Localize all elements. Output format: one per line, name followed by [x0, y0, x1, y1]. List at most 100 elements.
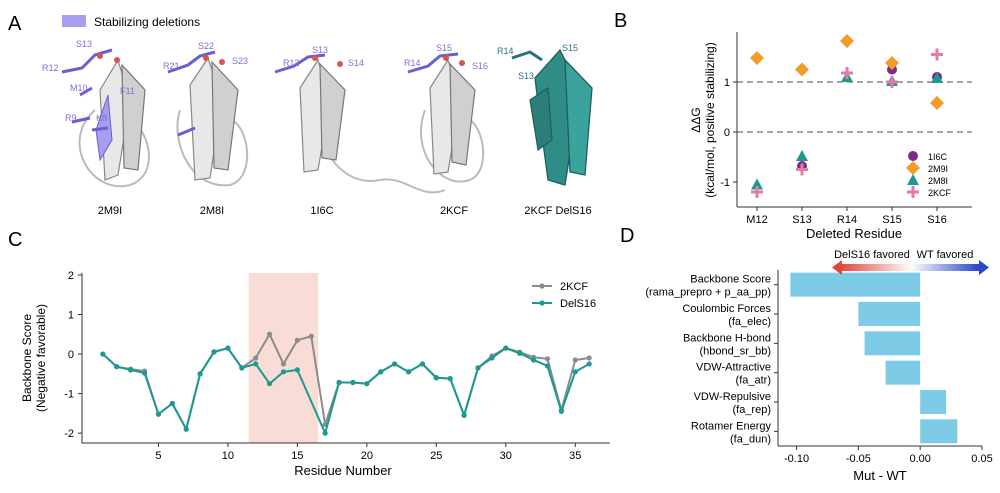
panel-label-b: B — [614, 10, 627, 32]
c-point-dels16 — [447, 375, 453, 382]
residue-label: S13 — [312, 45, 328, 55]
c-y-tick-label: 1 — [68, 310, 74, 322]
residue-label: S15 — [436, 43, 452, 53]
c-point-dels16 — [586, 361, 592, 367]
b-y-axis-label-sub: (kcal/mol, positive stabilizing) — [703, 42, 717, 197]
c-point-dels16 — [169, 400, 175, 407]
d-category-label: Coulombic Forces — [682, 303, 771, 315]
c-point-dels16 — [572, 369, 578, 375]
c-point-dels16 — [517, 350, 523, 356]
c-point-2kcf — [266, 331, 273, 337]
c-point-dels16 — [253, 361, 259, 367]
residue-label: S22 — [198, 41, 214, 51]
c-point-dels16 — [364, 381, 370, 387]
c-point-dels16 — [280, 369, 287, 375]
c-legend-label: DelS16 — [560, 298, 596, 310]
c-x-tick-label: 35 — [569, 450, 581, 462]
b-legend-marker — [906, 161, 920, 175]
c-legend-label: 2KCF — [560, 281, 588, 293]
c-point-2kcf — [544, 356, 551, 362]
residue-label: R9 — [65, 113, 77, 123]
d-arrow-left-label: DelS16 favored — [834, 249, 910, 261]
structure-1i6c: S13 R12 S14 — [274, 45, 446, 194]
b-y-tick-label: 1 — [724, 77, 730, 89]
residue-label: S23 — [232, 56, 248, 66]
d-category-label: VDW-Attractive — [696, 362, 771, 374]
d-category-sublabel: (fa_rep) — [732, 404, 771, 416]
b-point-2m8i — [931, 72, 943, 83]
c-series-line-dels16 — [102, 346, 590, 437]
c-point-dels16 — [405, 369, 412, 375]
d-x-tick-label: 0.05 — [971, 453, 992, 465]
d-category-sublabel: (rama_prepro + p_aa_pp) — [645, 287, 771, 299]
c-x-tick-label: 20 — [361, 450, 373, 462]
b-x-tick-label: S16 — [927, 214, 947, 226]
c-point-2kcf — [572, 357, 578, 363]
c-point-dels16 — [141, 370, 148, 376]
c-point-dels16 — [475, 365, 481, 371]
d-bar — [920, 390, 947, 414]
legend-label-stabilizing: Stabilizing deletions — [94, 15, 200, 29]
c-y-axis-label-sub: (Negative favorable) — [34, 304, 48, 412]
c-y-axis-label: Backbone Score — [20, 314, 34, 402]
d-arrow-left-head — [832, 260, 842, 275]
b-point-2kcf — [841, 67, 853, 79]
structure-2kcf-dels16: R14 S15 S13 — [497, 43, 593, 186]
legend-swatch-stabilizing — [62, 15, 86, 27]
c-legend-marker — [539, 300, 545, 306]
b-point-2m8i — [751, 178, 763, 190]
c-point-dels16 — [155, 411, 162, 417]
b-legend-label: 2M9I — [928, 164, 948, 174]
residue-label: R12 — [283, 58, 300, 68]
residue-label: R21 — [163, 61, 180, 71]
c-point-dels16 — [489, 355, 495, 361]
b-point-2kcf — [886, 76, 898, 88]
b-point-2m9i — [840, 34, 854, 48]
structure-caption: 2KCF DelS16 — [524, 205, 591, 217]
c-point-dels16 — [433, 375, 439, 381]
d-x-axis-label: Mut - WT — [853, 468, 906, 483]
b-x-axis-label: Deleted Residue — [806, 226, 902, 241]
d-bar — [858, 302, 921, 326]
b-legend-label: 1I6C — [928, 152, 948, 162]
c-point-dels16 — [558, 408, 564, 414]
c-point-dels16 — [322, 430, 328, 436]
c-point-dels16 — [183, 426, 189, 432]
c-y-tick-label: -1 — [64, 389, 74, 401]
c-point-dels16 — [503, 345, 509, 351]
c-point-2kcf — [253, 355, 259, 361]
d-category-label: VDW-Repulsive — [694, 391, 771, 403]
c-x-tick-label: 15 — [291, 450, 303, 462]
c-point-2kcf — [586, 355, 592, 361]
b-point-2m8i — [796, 150, 808, 161]
d-category-sublabel: (fa_atr) — [736, 375, 771, 387]
d-bar — [885, 360, 921, 385]
b-point-2kcf — [931, 48, 943, 61]
c-point-dels16 — [294, 367, 300, 373]
c-point-2kcf — [294, 337, 300, 343]
d-x-tick-label: 0.00 — [909, 453, 930, 465]
residue-label: R12 — [42, 63, 59, 73]
c-point-dels16 — [461, 412, 467, 418]
residue-label: S16 — [472, 61, 488, 71]
b-x-tick-label: R14 — [837, 214, 857, 226]
b-point-2kcf — [751, 186, 763, 198]
d-category-label: Backbone H-bond — [683, 332, 771, 344]
panel-label-a: A — [8, 13, 22, 35]
c-x-tick-label: 5 — [155, 450, 161, 462]
c-y-tick-label: 0 — [68, 349, 74, 361]
c-point-dels16 — [266, 381, 273, 387]
c-point-dels16 — [530, 357, 537, 363]
c-x-tick-label: 30 — [500, 450, 512, 462]
d-arrow-right-head — [979, 260, 989, 275]
structure-caption: 2M9I — [98, 205, 122, 217]
b-point-2m9i — [795, 62, 809, 77]
b-y-axis-label: ΔΔG — [689, 107, 703, 132]
c-point-dels16 — [239, 365, 245, 371]
c-point-dels16 — [336, 379, 342, 386]
b-y-tick-label: -1 — [720, 177, 730, 189]
residue-label: S13 — [518, 71, 534, 81]
